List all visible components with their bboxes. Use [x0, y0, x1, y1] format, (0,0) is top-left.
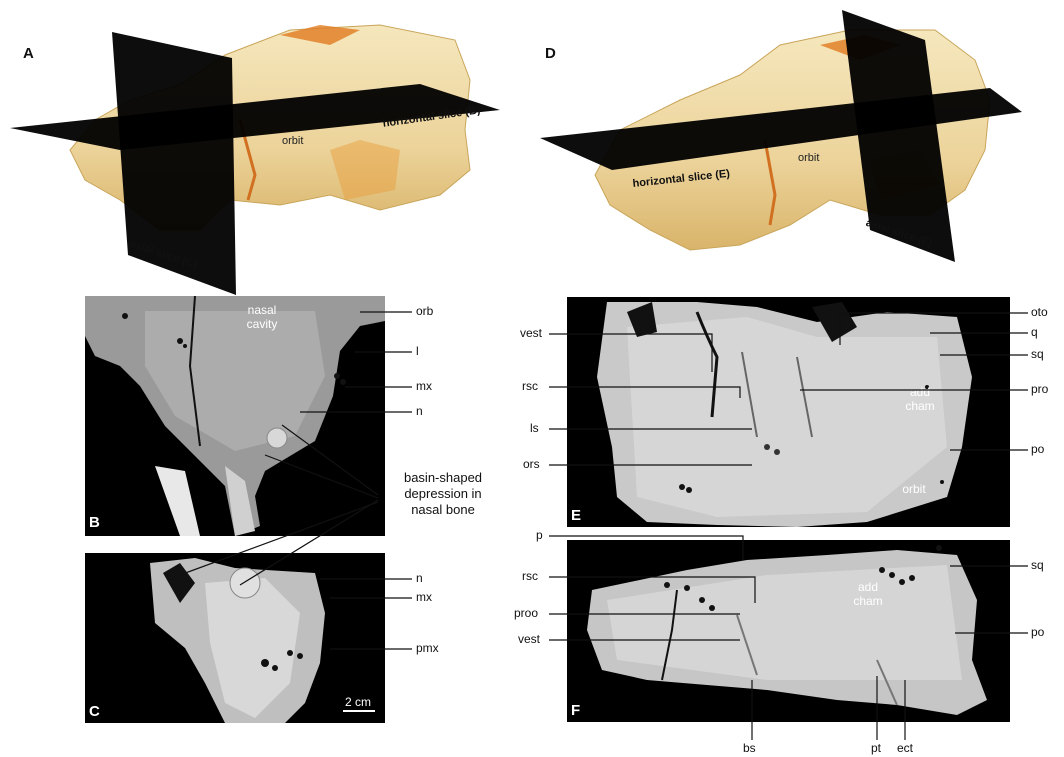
orbit-label-e: orbit [902, 482, 926, 496]
axial-plane-d [842, 10, 955, 262]
label-rsc-e: rsc [522, 379, 538, 393]
label-rsc-f: rsc [522, 569, 538, 583]
nasal-word: nasal [247, 303, 277, 317]
ct-slice-f [587, 545, 987, 715]
basin-line-1: basin-shaped [403, 470, 483, 485]
panel-e: add cham orbit E [567, 297, 1010, 527]
label-pmx: pmx [416, 641, 439, 655]
add-cham-label-f: add cham [843, 580, 893, 608]
basin-line-3: nasal bone [411, 502, 475, 517]
orbit-label-a: orbit [282, 135, 304, 147]
label-po-f: po [1031, 625, 1045, 639]
label-orb: orb [416, 304, 434, 318]
label-pro: pro [1031, 382, 1049, 396]
label-sq-e: sq [1031, 347, 1044, 361]
scale-bar-label: 2 cm [345, 695, 372, 709]
cavity-word: cavity [246, 317, 278, 331]
label-p: p [536, 528, 543, 542]
ct-slice-c [150, 558, 375, 723]
axial-slice-label-a: axial slice (C) [128, 238, 199, 272]
panel-letter-d: D [545, 45, 556, 62]
panel-letter-c: C [89, 703, 100, 720]
label-pt: pt [871, 741, 882, 755]
basin-line-2: depression in [404, 486, 482, 501]
panel-b: nasal cavity B [85, 296, 385, 536]
cham-word-f: cham [853, 594, 883, 608]
label-mx-b: mx [416, 379, 432, 393]
axial-slice-label-d: axial slice (F) [864, 217, 934, 250]
panel-letter-e: E [571, 507, 582, 524]
label-oto: oto [1031, 305, 1048, 319]
horizontal-plane-d [540, 88, 1022, 170]
panel-letter-a: A [23, 45, 34, 62]
label-ls: ls [530, 421, 539, 435]
label-ect: ect [897, 741, 914, 755]
add-word-e: add [909, 385, 931, 399]
basin-annotation: basin-shaped depression in nasal bone [378, 470, 508, 518]
panel-letter-f: F [571, 702, 581, 719]
panel-c: C 2 cm [85, 553, 385, 723]
label-bs: bs [743, 741, 756, 755]
horizontal-slice-label-a: horizontal slice (B) [382, 104, 482, 130]
add-cham-label-e: add cham [895, 385, 945, 413]
nasal-cavity-label: nasal cavity [237, 303, 287, 331]
horizontal-slice-label-d: horizontal slice (E) [632, 167, 731, 190]
cham-word-e: cham [905, 399, 935, 413]
label-vest-e: vest [520, 326, 543, 340]
panel-letter-b: B [89, 514, 100, 531]
add-word-f: add [857, 580, 879, 594]
ct-slice-b [85, 296, 385, 536]
label-l: l [416, 344, 419, 358]
label-sq-f: sq [1031, 558, 1044, 572]
panel-f: add cham F [567, 540, 1010, 722]
label-ors: ors [523, 457, 540, 471]
label-vest-f: vest [518, 632, 541, 646]
label-q: q [1031, 325, 1038, 339]
label-po-e: po [1031, 442, 1045, 456]
label-mx-c: mx [416, 590, 432, 604]
label-proo: proo [514, 606, 539, 620]
label-n-b: n [416, 404, 423, 418]
skull-3d-a [69, 24, 471, 231]
orbit-label-d: orbit [798, 152, 820, 164]
skull-3d-d [594, 29, 991, 251]
label-n-c: n [416, 571, 423, 585]
